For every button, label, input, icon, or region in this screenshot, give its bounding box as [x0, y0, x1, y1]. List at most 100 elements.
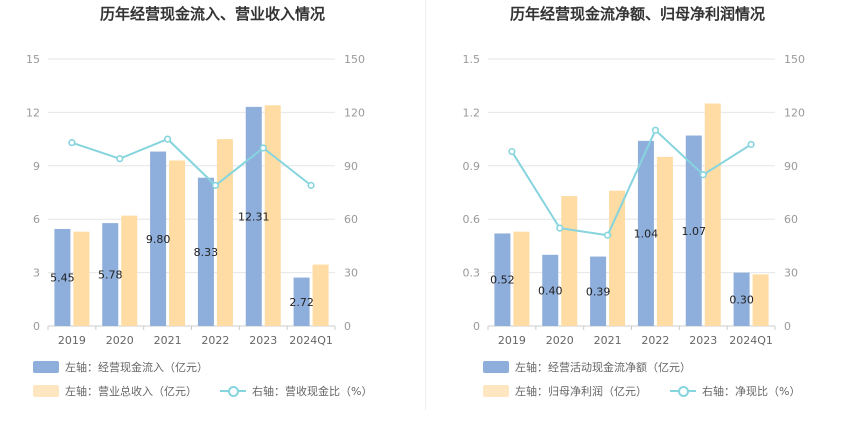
bar-right-2021	[169, 160, 186, 326]
legend-swatch-line	[220, 385, 246, 397]
x-tick-label: 2020	[546, 334, 574, 347]
legend-label: 左轴：归母净利润（亿元）	[515, 385, 647, 398]
y-left-tick-label: 3	[33, 267, 40, 280]
y-right-tick-label: 90	[784, 160, 798, 173]
y-right-tick-label: 150	[344, 53, 365, 66]
bar-right-2022	[656, 156, 673, 326]
legend-label: 左轴：经营活动现金流净额（亿元）	[515, 361, 691, 374]
data-label: 0.30	[729, 293, 754, 306]
bar-right-2024Q1	[752, 274, 769, 326]
x-tick-label: 2019	[58, 334, 86, 347]
panel-cashflow-revenue: 历年经营现金流入、营业收入情况 0 3 6 9 12 15 0 30 60 90 120 150 5.4…	[26, 5, 372, 399]
y-left-tick-label: 1.5	[463, 53, 481, 66]
line-point	[699, 171, 707, 179]
bar-left-2020	[102, 223, 119, 326]
legend-item-bar-left[interactable]: 左轴：经营现金流入（亿元）	[33, 359, 208, 375]
y-left-tick-label: 15	[26, 53, 40, 66]
legend-swatch-bar-left	[483, 361, 509, 373]
line-point	[508, 147, 516, 156]
bar-right-2023	[264, 105, 281, 326]
bar-left-2024Q1	[733, 272, 750, 326]
bar-right-2020	[561, 196, 578, 326]
chart-svg-0: 0369121503060901201505.4520195.7820209.8…	[26, 53, 365, 347]
x-tick-label: 2019	[498, 334, 526, 347]
legend-swatch-bar-right	[33, 385, 59, 397]
y-left-tick-label: 12	[26, 106, 40, 119]
x-tick-label: 2020	[106, 334, 134, 347]
bar-left-2019	[54, 228, 71, 326]
data-label: 0.39	[586, 285, 611, 298]
bar-left-2019	[494, 233, 511, 326]
data-label: 9.80	[146, 233, 171, 246]
y-left-tick-label: 6	[33, 213, 40, 226]
legend-label: 左轴：经营现金流入（亿元）	[65, 361, 208, 374]
legend-item-line[interactable]: 右轴：营收现金比（%）	[220, 383, 372, 399]
chart-title: 历年经营现金流入、营业收入情况	[99, 5, 325, 23]
y-left-tick-label: 0	[473, 320, 480, 333]
y-left-tick-label: 9	[33, 160, 40, 173]
data-label: 8.33	[194, 246, 219, 259]
line-point	[116, 155, 124, 163]
legend-swatch-bar-left	[33, 361, 59, 373]
legend-item-line[interactable]: 右轴：净现比（%）	[670, 383, 800, 399]
data-label: 1.04	[634, 227, 659, 240]
line-point	[68, 139, 76, 147]
x-tick-label: 2022	[641, 334, 669, 347]
x-tick-label: 2023	[249, 334, 277, 347]
y-right-tick-label: 0	[344, 320, 351, 333]
data-label: 1.07	[682, 225, 707, 238]
legend-item-bar-right[interactable]: 左轴：归母净利润（亿元）	[483, 383, 647, 399]
line-point	[259, 144, 267, 152]
line-point	[307, 181, 315, 189]
legend-swatch-line	[670, 385, 696, 397]
chart-svg-1: 0 0.3 0.6 0.9 1.2 1.5 0 30 60 90 120 150 0.52 2019 0.4…	[463, 53, 806, 347]
bar-right-2019	[513, 231, 530, 326]
chart-title: 历年经营现金流净额、归母净利润情况	[509, 5, 765, 23]
legend-item-bar-right[interactable]: 左轴：营业总收入（亿元）	[33, 383, 197, 399]
data-label: 5.45	[50, 271, 75, 284]
line-point	[651, 126, 660, 134]
bar-right-2019	[73, 231, 90, 326]
bar-left-2024Q1	[293, 277, 310, 326]
bar-left-2022	[637, 140, 654, 326]
y-right-tick-label: 0	[784, 320, 791, 333]
bar-left-2020	[542, 254, 559, 326]
line-point	[163, 135, 172, 143]
x-tick-label: 2021	[154, 334, 182, 347]
y-left-tick-label: 0.3	[463, 267, 481, 280]
line-point	[747, 140, 755, 149]
x-tick-label: 2022	[201, 334, 229, 347]
y-left-tick-label: 0	[33, 320, 40, 333]
y-right-tick-label: 120	[344, 106, 365, 119]
line-series	[71, 137, 312, 187]
bar-right-2020	[121, 215, 138, 326]
y-right-tick-label: 90	[344, 160, 358, 173]
line-point	[603, 231, 612, 239]
x-tick-label: 2023	[689, 334, 717, 347]
data-label: 0.40	[538, 284, 563, 297]
legend-swatch-bar-right	[483, 385, 509, 397]
legend-item-bar-left[interactable]: 左轴：经营活动现金流净额（亿元）	[483, 359, 691, 375]
y-right-tick-label: 120	[784, 106, 805, 119]
x-tick-label: 2024Q1	[289, 334, 333, 347]
panel-netcash-profit: 历年经营现金流净额、归母净利润情况 0 0.3 0.6 0.9 1.2 1.5 0 30 60 9…	[425, 0, 850, 437]
bar-right-2022	[216, 139, 233, 326]
y-left-tick-label: 0.9	[463, 160, 481, 173]
x-tick-label: 2021	[594, 334, 622, 347]
data-label: 2.72	[289, 296, 314, 309]
bar-left-2022	[197, 177, 214, 326]
line-series	[511, 128, 752, 237]
y-right-tick-label: 30	[784, 267, 798, 280]
bar-left-2023	[685, 135, 702, 326]
y-right-tick-label: 150	[784, 53, 805, 66]
bar-left-2021	[150, 151, 167, 326]
bar-left-2021	[590, 256, 607, 326]
legend-label: 右轴：净现比（%）	[702, 385, 801, 398]
panel-divider	[425, 0, 426, 410]
legend-label: 左轴：营业总收入（亿元）	[65, 385, 197, 398]
y-right-tick-label: 30	[344, 267, 358, 280]
line-point	[556, 224, 564, 232]
x-tick-label: 2024Q1	[729, 334, 773, 347]
bar-right-2023	[704, 103, 721, 326]
